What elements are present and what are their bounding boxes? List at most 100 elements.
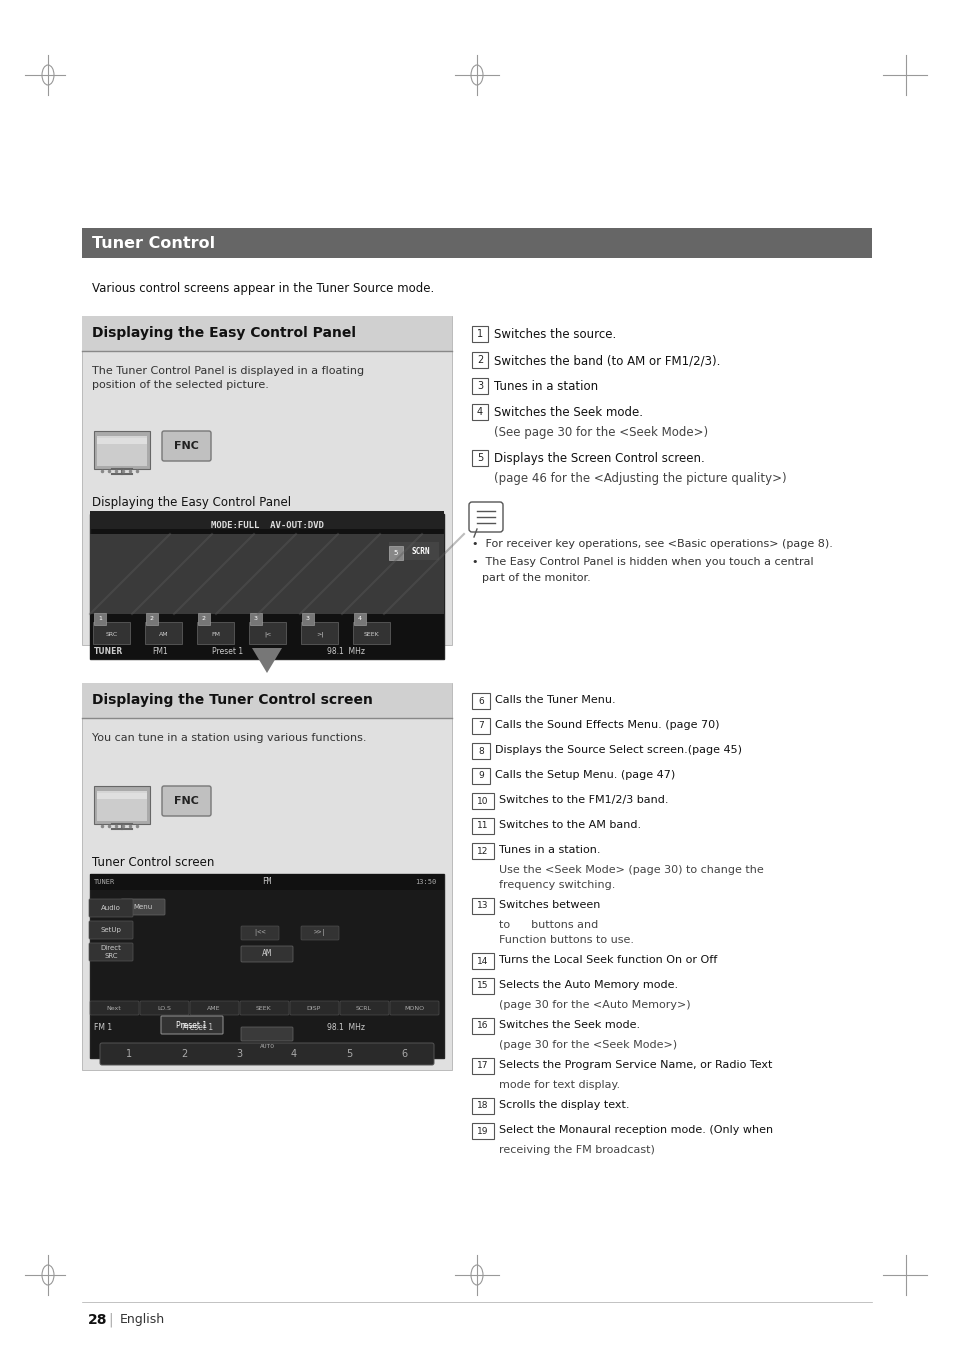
Text: English: English <box>120 1314 165 1327</box>
Text: 2: 2 <box>202 617 206 621</box>
Text: Displays the Screen Control screen.: Displays the Screen Control screen. <box>494 452 704 464</box>
Text: Preset 1: Preset 1 <box>176 1021 208 1030</box>
Text: (page 30 for the <Auto Memory>): (page 30 for the <Auto Memory>) <box>498 1000 690 1010</box>
Text: SCRN: SCRN <box>412 547 430 555</box>
Bar <box>198 613 210 625</box>
Text: 5: 5 <box>346 1049 352 1058</box>
FancyBboxPatch shape <box>90 1000 139 1015</box>
Bar <box>472 1123 494 1139</box>
Bar <box>94 431 150 468</box>
Bar <box>82 316 452 645</box>
Text: 4: 4 <box>357 617 361 621</box>
Text: TUNER: TUNER <box>94 647 123 656</box>
Text: 2: 2 <box>181 1049 187 1058</box>
FancyBboxPatch shape <box>301 622 337 644</box>
Text: part of the monitor.: part of the monitor. <box>481 572 590 583</box>
Text: 3: 3 <box>253 617 257 621</box>
Text: SetUp: SetUp <box>100 927 121 933</box>
Text: 18: 18 <box>476 1102 488 1111</box>
Text: MODE:FULL  AV-OUT:DVD: MODE:FULL AV-OUT:DVD <box>211 521 323 529</box>
Text: 19: 19 <box>476 1126 488 1135</box>
Bar <box>82 316 452 351</box>
Text: Select the Monaural reception mode. (Only when: Select the Monaural reception mode. (Onl… <box>498 1125 772 1135</box>
Text: Next: Next <box>107 1006 121 1011</box>
Text: |<: |< <box>264 632 272 637</box>
Bar <box>389 541 438 560</box>
FancyBboxPatch shape <box>241 926 278 940</box>
Text: Scrolls the display text.: Scrolls the display text. <box>498 1100 629 1110</box>
Text: 4: 4 <box>476 406 482 417</box>
Bar <box>302 613 314 625</box>
Text: FM1: FM1 <box>152 647 168 656</box>
Bar <box>472 977 494 994</box>
Bar <box>472 325 488 342</box>
Text: 5: 5 <box>476 454 482 463</box>
Bar <box>82 683 452 1071</box>
Text: Function buttons to use.: Function buttons to use. <box>498 936 634 945</box>
Bar <box>354 613 366 625</box>
Bar <box>472 718 490 734</box>
Bar <box>472 1058 494 1075</box>
FancyBboxPatch shape <box>162 786 211 815</box>
Text: 28: 28 <box>88 1314 108 1327</box>
FancyBboxPatch shape <box>162 431 211 460</box>
FancyBboxPatch shape <box>241 946 293 963</box>
Bar <box>82 683 452 718</box>
Text: AME: AME <box>207 1006 220 1011</box>
Bar <box>472 842 494 859</box>
Text: •  For receiver key operations, see <Basic operations> (page 8).: • For receiver key operations, see <Basi… <box>472 539 832 549</box>
Bar <box>97 436 147 444</box>
Bar <box>472 404 488 420</box>
Text: Selects the Auto Memory mode.: Selects the Auto Memory mode. <box>498 980 678 990</box>
Text: frequency switching.: frequency switching. <box>498 880 615 890</box>
Text: 7: 7 <box>477 721 483 730</box>
Text: AM: AM <box>262 949 272 958</box>
Text: Switches the band (to AM or FM1/2/3).: Switches the band (to AM or FM1/2/3). <box>494 354 720 367</box>
Bar <box>389 545 402 560</box>
FancyBboxPatch shape <box>390 1000 438 1015</box>
Text: Displaying the Easy Control Panel: Displaying the Easy Control Panel <box>91 325 355 340</box>
Text: 6: 6 <box>400 1049 407 1058</box>
Bar <box>82 228 871 258</box>
FancyBboxPatch shape <box>89 899 132 917</box>
Text: 2: 2 <box>476 355 482 364</box>
Text: Preset 1: Preset 1 <box>212 647 243 656</box>
Text: 1: 1 <box>126 1049 132 1058</box>
Text: FNC: FNC <box>173 441 198 451</box>
Text: (See page 30 for the <Seek Mode>): (See page 30 for the <Seek Mode>) <box>494 427 707 439</box>
Text: Switches the source.: Switches the source. <box>494 328 616 342</box>
Text: FM: FM <box>262 878 272 887</box>
Text: 2: 2 <box>150 617 153 621</box>
Text: Switches between: Switches between <box>498 900 599 910</box>
Text: 3: 3 <box>235 1049 242 1058</box>
Text: 10: 10 <box>476 796 488 806</box>
Text: Switches to the AM band.: Switches to the AM band. <box>498 819 640 830</box>
Text: Calls the Setup Menu. (page 47): Calls the Setup Menu. (page 47) <box>495 769 675 780</box>
Text: FM: FM <box>212 632 220 636</box>
Text: 16: 16 <box>476 1022 488 1030</box>
Bar <box>97 791 147 799</box>
FancyBboxPatch shape <box>145 622 182 644</box>
Text: AM: AM <box>159 632 169 636</box>
Text: SEEK: SEEK <box>255 1006 272 1011</box>
Bar <box>90 873 443 1058</box>
Text: 98.1  MHz: 98.1 MHz <box>327 1023 365 1033</box>
FancyBboxPatch shape <box>240 1000 289 1015</box>
Bar <box>472 450 488 466</box>
Text: Switches the Seek mode.: Switches the Seek mode. <box>498 1021 639 1030</box>
Text: You can tune in a station using various functions.: You can tune in a station using various … <box>91 733 366 743</box>
FancyBboxPatch shape <box>353 622 390 644</box>
Text: 13: 13 <box>476 902 488 910</box>
Text: 1: 1 <box>98 617 102 621</box>
Text: (page 46 for the <Adjusting the picture quality>): (page 46 for the <Adjusting the picture … <box>494 472 786 485</box>
Text: LO.S: LO.S <box>157 1006 171 1011</box>
Bar <box>472 693 490 709</box>
Text: Tunes in a station: Tunes in a station <box>494 379 598 393</box>
FancyBboxPatch shape <box>339 1000 389 1015</box>
Text: Use the <Seek Mode> (page 30) to change the: Use the <Seek Mode> (page 30) to change … <box>498 865 763 875</box>
Bar <box>90 512 443 529</box>
Text: Calls the Tuner Menu.: Calls the Tuner Menu. <box>495 695 615 705</box>
FancyBboxPatch shape <box>100 1044 434 1065</box>
Text: |<<: |<< <box>253 930 266 937</box>
Bar <box>94 613 106 625</box>
